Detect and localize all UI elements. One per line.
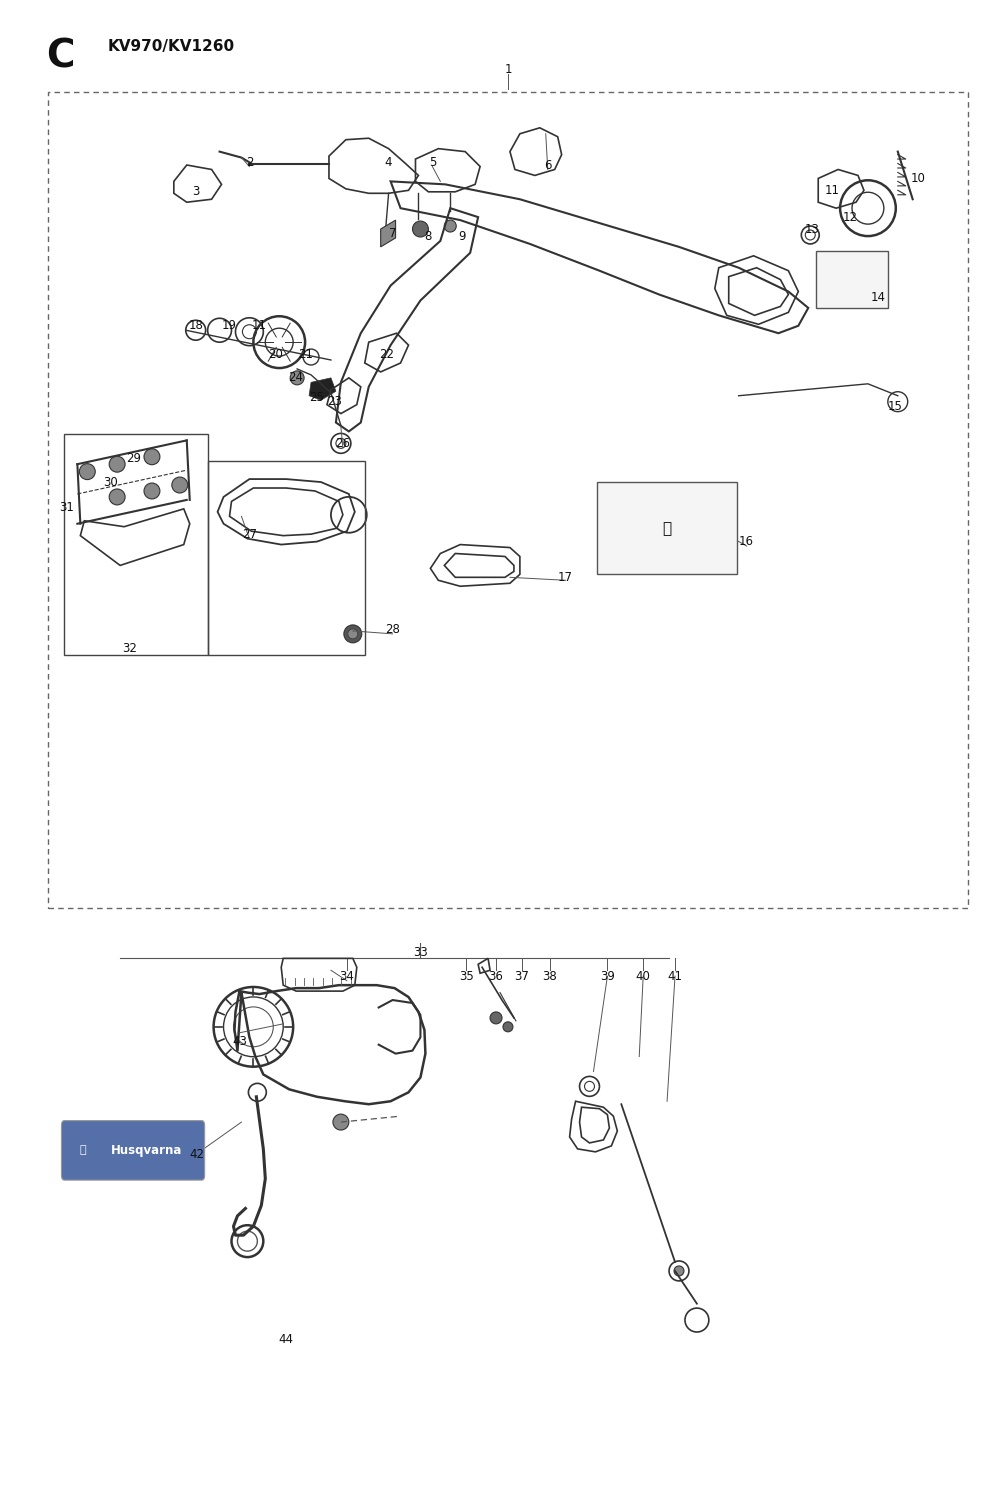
- Text: 6: 6: [544, 158, 551, 172]
- Polygon shape: [309, 378, 336, 400]
- Text: 🏍: 🏍: [663, 521, 672, 536]
- Text: 28: 28: [385, 623, 400, 636]
- Text: 41: 41: [668, 970, 683, 983]
- Text: 24: 24: [288, 372, 303, 384]
- Text: 32: 32: [123, 642, 138, 656]
- Text: 14: 14: [870, 291, 885, 303]
- Text: 15: 15: [887, 400, 902, 412]
- Text: 36: 36: [489, 970, 503, 983]
- Text: 3: 3: [192, 185, 199, 199]
- Ellipse shape: [333, 1115, 349, 1129]
- Text: 31: 31: [59, 500, 74, 514]
- Bar: [816, 251, 888, 308]
- Text: 4: 4: [385, 155, 392, 169]
- Text: 2: 2: [246, 155, 253, 169]
- Text: 1: 1: [504, 63, 512, 76]
- Ellipse shape: [172, 477, 188, 493]
- Ellipse shape: [348, 629, 358, 639]
- Text: 29: 29: [127, 451, 142, 465]
- Ellipse shape: [290, 371, 304, 385]
- Ellipse shape: [412, 221, 428, 238]
- Text: 5: 5: [429, 155, 436, 169]
- Text: Track
Control: Track Control: [825, 281, 848, 291]
- Text: 13: 13: [805, 223, 820, 236]
- Ellipse shape: [144, 483, 160, 499]
- Bar: [597, 483, 737, 574]
- Text: 10: 10: [910, 172, 925, 185]
- Text: 33: 33: [413, 946, 428, 959]
- Text: 20: 20: [268, 348, 283, 360]
- Text: 18: 18: [188, 320, 203, 332]
- Text: 35: 35: [459, 970, 474, 983]
- Text: 21: 21: [299, 348, 314, 360]
- Bar: [48, 93, 968, 908]
- Text: 44: 44: [279, 1333, 294, 1346]
- Ellipse shape: [344, 624, 362, 642]
- Text: 37: 37: [514, 970, 529, 983]
- Text: 7: 7: [389, 227, 396, 241]
- Ellipse shape: [79, 463, 95, 480]
- Text: Y: Y: [848, 273, 857, 287]
- Text: Ⓗ: Ⓗ: [79, 1146, 86, 1155]
- Bar: [64, 435, 208, 654]
- Text: 22: 22: [379, 348, 394, 360]
- Text: 42: 42: [189, 1149, 204, 1161]
- Ellipse shape: [674, 1265, 684, 1276]
- Ellipse shape: [444, 220, 456, 232]
- FancyBboxPatch shape: [61, 1120, 205, 1180]
- Text: 40: 40: [636, 970, 651, 983]
- Text: 23: 23: [327, 396, 342, 408]
- Text: 9: 9: [458, 230, 466, 244]
- Text: 11: 11: [825, 184, 840, 197]
- Text: 12: 12: [843, 211, 858, 224]
- Ellipse shape: [144, 448, 160, 465]
- Ellipse shape: [109, 456, 125, 472]
- Ellipse shape: [109, 489, 125, 505]
- Text: 39: 39: [600, 970, 615, 983]
- Text: 16: 16: [739, 535, 754, 548]
- Text: C: C: [47, 37, 75, 75]
- Text: 27: 27: [242, 527, 257, 541]
- Ellipse shape: [503, 1022, 513, 1032]
- Text: 8: 8: [425, 230, 432, 244]
- Text: Husqvarna: Husqvarna: [111, 1144, 183, 1156]
- Text: 19: 19: [222, 320, 237, 332]
- Text: 17: 17: [558, 571, 573, 584]
- Text: KV970/KV1260: KV970/KV1260: [107, 39, 234, 54]
- Text: 25: 25: [310, 391, 324, 403]
- Text: 43: 43: [232, 1035, 247, 1049]
- Text: 30: 30: [103, 475, 118, 489]
- Text: 38: 38: [542, 970, 557, 983]
- Bar: [208, 462, 365, 654]
- Polygon shape: [381, 220, 396, 247]
- Text: 34: 34: [339, 970, 354, 983]
- Text: 26: 26: [335, 436, 350, 450]
- Text: 11: 11: [252, 320, 267, 332]
- Ellipse shape: [490, 1011, 502, 1023]
